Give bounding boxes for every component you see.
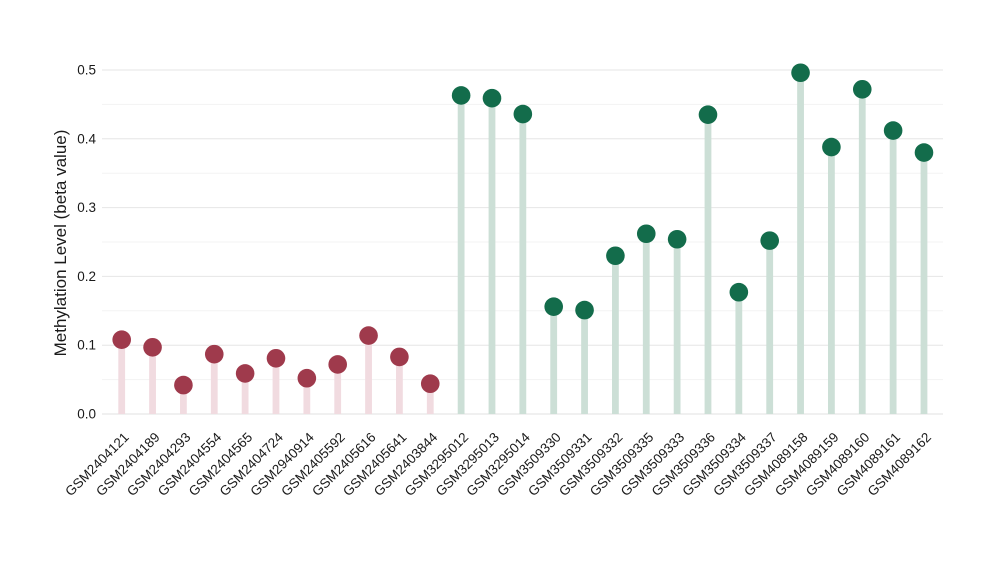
lollipop-dot [606,246,625,266]
lollipop-dot [328,355,347,374]
lollipop-dot [698,105,718,125]
lollipop-dot [420,374,440,394]
lollipop-dot [575,300,594,320]
lollipop-dot [112,330,131,349]
lollipop-dot [143,337,162,357]
lollipop-dot [482,88,502,108]
lollipop-dot [359,326,378,345]
lollipop-dot [822,137,841,157]
lollipop-dot [667,229,687,249]
lollipop-dot [266,348,286,368]
x-axis-tick-labels: GSM2404121GSM2404189GSM2404293GSM2404554… [62,429,934,499]
y-tick-label: 0.3 [77,200,96,215]
lollipop-dot [297,368,317,388]
lollipop-dot [235,364,255,383]
y-axis-title: Methylation Level (beta value) [51,130,70,357]
lollipop-dot [883,121,903,140]
y-tick-label: 0.1 [77,338,96,353]
lollipop-dot [451,86,471,105]
y-tick-label: 0.0 [77,407,96,422]
dots-layer [112,63,934,395]
lollipop-dot [914,143,934,162]
lollipop-dot [544,297,563,316]
lollipop-dot [636,224,656,244]
stems-layer [118,72,928,414]
y-tick-label: 0.2 [77,269,96,284]
lollipop-dot [174,375,193,395]
lollipop-dot [390,347,409,367]
y-tick-label: 0.5 [77,63,96,78]
lollipop-dot [760,231,779,250]
lollipop-dot [513,104,533,124]
lollipop-dot [204,344,224,364]
lollipop-dot [791,63,810,83]
lollipop-dot [729,282,749,302]
y-axis-tick-labels: 0.0 0.1 0.2 0.3 0.4 0.5 [77,63,96,422]
lollipop-dot [852,79,872,99]
y-tick-label: 0.4 [77,131,96,146]
